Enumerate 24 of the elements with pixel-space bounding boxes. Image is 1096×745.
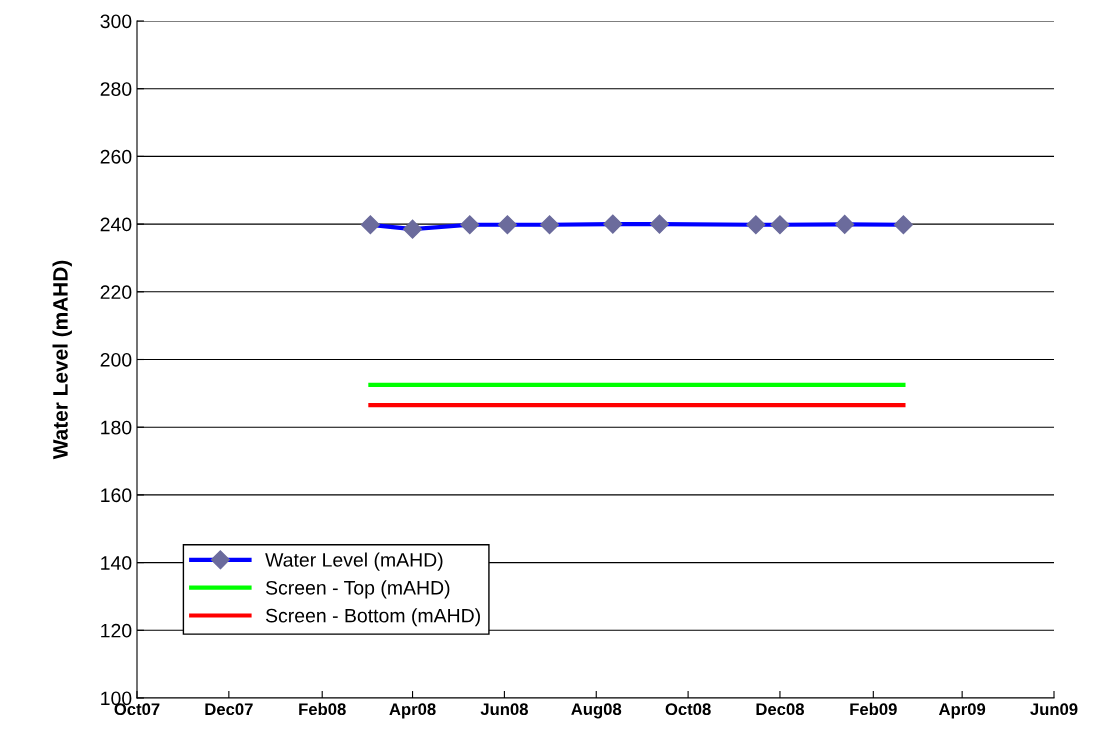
x-tick-label: Aug08 — [571, 703, 622, 719]
y-tick-label: 200 — [100, 352, 132, 367]
x-tick-label: Apr09 — [938, 703, 986, 719]
x-tick-label: Dec07 — [205, 703, 253, 716]
x-tick-label: Jun08 — [480, 703, 528, 716]
x-tick-label: Jun09 — [1030, 703, 1078, 716]
y-tick-label: 260 — [100, 149, 132, 164]
y-tick-label: 300 — [100, 14, 132, 29]
x-tick-label: Oct08 — [665, 703, 711, 716]
y-tick-label: 120 — [101, 623, 132, 638]
x-tick-label: Apr08 — [389, 703, 436, 719]
x-tick-label: Feb09 — [850, 702, 897, 716]
x-tick-label: Dec08 — [756, 703, 804, 716]
y-tick-label: 280 — [100, 82, 132, 96]
legend-label: Screen - Top (mAHD) — [265, 580, 450, 599]
legend-label: Water Level (mAHD) — [265, 552, 443, 571]
y-tick-label: 220 — [100, 285, 132, 300]
y-tick-label: 240 — [100, 217, 132, 232]
y-tick-label: 160 — [101, 488, 132, 503]
y-tick-label: 180 — [101, 420, 132, 435]
y-tick-label: 140 — [101, 556, 132, 570]
y-axis-title: Water Level (mAHD) — [52, 260, 72, 460]
x-tick-label: Feb08 — [299, 702, 346, 716]
legend-label: Screen - Bottom (mAHD) — [265, 608, 480, 627]
